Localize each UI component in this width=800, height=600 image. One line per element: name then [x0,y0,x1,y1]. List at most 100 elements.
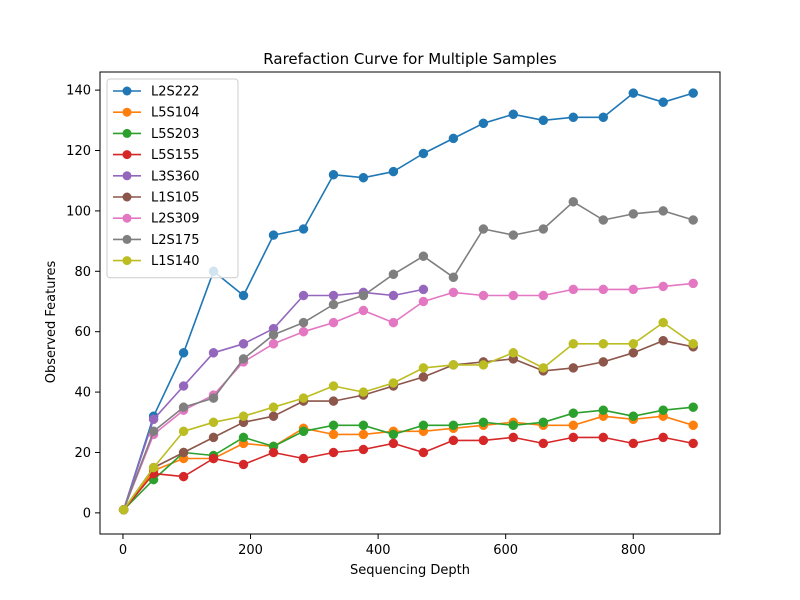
legend-box [106,78,239,279]
data-point-L1S140-5 [268,402,279,412]
data-point-L5S155-16 [598,432,609,443]
y-tick-label: 20 [74,446,91,461]
legend-marker [122,213,132,223]
data-point-L2S309-7 [328,317,339,328]
data-point-L2S175-10 [418,251,429,261]
data-point-L5S155-3 [208,453,219,464]
legend-label: L1S140 [151,254,200,269]
legend-label: L1S105 [151,191,200,206]
data-point-L3S360-9 [388,290,399,301]
legend: L2S222 L5S104 L5S203 L5S155 L3S360 L1S105 L2S3… [106,78,239,279]
legend-label: L3S360 [151,169,200,184]
data-point-L2S222-9 [388,166,399,177]
x-tick-label: 200 [238,543,263,558]
data-point-L5S155-19 [688,438,698,449]
data-point-L5S203-12 [478,417,489,428]
data-point-L5S155-14 [538,438,549,449]
data-point-L2S175-7 [328,299,339,310]
data-point-L1S105-5 [268,411,279,421]
data-point-L2S175-15 [568,197,579,207]
y-tick-label: 80 [74,265,91,280]
y-tick-label: 140 [66,84,91,99]
data-point-L2S309-14 [538,290,549,301]
series-line-L2S309 [122,282,694,511]
data-point-L2S175-3 [208,393,219,403]
data-point-L1S140-11 [448,360,459,370]
data-point-L1S140-1 [148,462,159,473]
data-point-L1S140-9 [388,378,399,388]
y-tick-label: 120 [66,144,91,159]
data-point-L5S203-10 [418,420,429,431]
data-point-L1S140-12 [478,360,489,370]
data-point-L2S175-18 [658,206,668,216]
data-point-L2S175-12 [478,224,489,234]
data-point-L1S140-15 [568,339,579,349]
legend-marker [122,192,132,202]
legend-label: L5S104 [151,106,200,121]
data-point-L2S309-6 [298,326,309,337]
legend-marker [122,234,132,244]
data-point-L2S309-12 [478,290,489,301]
data-point-L2S175-16 [598,215,609,225]
data-point-L5S155-5 [268,447,279,458]
series-L1S140 [118,317,698,515]
data-point-L2S175-4 [238,354,249,364]
data-point-L2S309-11 [448,287,459,298]
data-point-L1S140-3 [208,417,219,428]
data-point-L2S222-8 [358,172,369,183]
data-point-L5S203-6 [298,426,309,437]
data-point-L2S309-10 [418,296,429,307]
data-point-L5S203-9 [388,429,399,440]
data-point-L2S309-13 [508,290,519,301]
data-point-L2S222-18 [658,97,668,107]
series-line-L1S105 [122,339,694,511]
data-point-L5S203-18 [658,405,668,415]
data-point-L5S203-19 [688,402,698,412]
data-point-L5S203-13 [508,420,519,431]
legend-label: L2S175 [151,233,200,248]
legend-item-L2S175: L2S175 [113,233,200,248]
axes-layer: 0 200 400 600 800 0 20 40 60 80 100 120 140 [66,71,721,558]
data-point-L2S309-9 [388,317,399,328]
y-tick-label: 60 [74,325,91,340]
data-point-L1S140-14 [538,363,549,373]
data-point-L5S104-15 [568,420,579,431]
data-point-L2S175-14 [538,224,549,234]
legend-label: L2S309 [151,212,200,227]
data-point-L2S309-8 [358,305,369,316]
x-tick-label: 0 [119,543,127,558]
x-tick-label: 800 [621,543,646,558]
data-point-L2S222-19 [688,88,698,98]
data-point-L3S360-2 [178,381,189,391]
data-point-L2S175-13 [508,230,519,240]
data-point-L5S203-17 [628,411,639,421]
y-axis-label: Observed Features [44,260,59,383]
chart-title: Rarefaction Curve for Multiple Samples [263,50,557,68]
data-point-L3S360-1 [148,414,159,425]
data-point-L2S175-1 [148,426,159,437]
data-point-L5S104-8 [358,429,369,440]
data-point-L2S175-8 [358,290,369,301]
data-point-L2S222-11 [448,133,459,144]
series-line-L1S140 [122,321,694,511]
series-line-L5S104 [122,415,694,511]
data-point-L2S222-10 [418,148,429,159]
y-tick-label: 40 [74,386,91,401]
series-layer [118,88,698,515]
data-point-L2S222-12 [478,118,489,129]
data-point-L1S140-2 [178,426,189,437]
legend-item-L3S360: L3S360 [113,169,200,184]
data-point-L1S140-19 [688,339,698,349]
data-point-L1S105-2 [178,447,189,458]
data-point-L2S222-14 [538,115,549,126]
data-point-L3S360-7 [328,290,339,301]
data-point-L2S175-9 [388,269,399,280]
data-point-L1S140-10 [418,363,429,373]
data-point-L5S104-19 [688,420,698,431]
series-line-L2S175 [122,201,694,511]
data-point-L2S175-2 [178,402,189,412]
legend-item-L5S104: L5S104 [113,106,200,121]
data-point-L3S360-3 [208,348,219,358]
y-tick-label: 0 [83,506,91,521]
data-point-L1S140-6 [298,393,309,403]
